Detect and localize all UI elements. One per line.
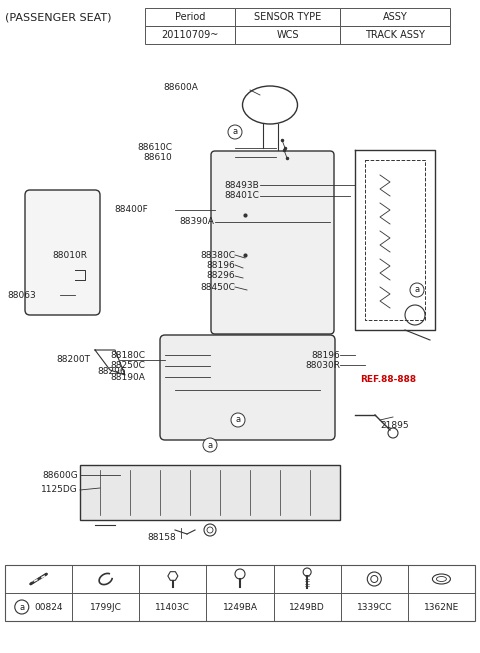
Circle shape [231, 413, 245, 427]
Circle shape [235, 569, 245, 579]
Text: a: a [232, 127, 238, 136]
Text: a: a [414, 285, 420, 295]
Text: 11403C: 11403C [156, 603, 190, 611]
Text: Period: Period [175, 12, 205, 22]
Text: 88401C: 88401C [224, 191, 259, 200]
Bar [145, 26, 235, 44]
Text: 88010R: 88010R [52, 251, 87, 259]
Circle shape [228, 125, 242, 139]
Text: WCS: WCS [276, 30, 299, 40]
Text: SENSOR TYPE: SENSOR TYPE [254, 12, 321, 22]
Circle shape [207, 527, 213, 533]
Circle shape [15, 600, 29, 614]
Text: 20110709~: 20110709~ [161, 30, 219, 40]
Circle shape [405, 305, 425, 325]
Text: 88610C: 88610C [137, 144, 172, 153]
Text: 88400F: 88400F [114, 206, 148, 214]
Bar [340, 8, 450, 26]
Bar [235, 8, 340, 26]
Text: 1125DG: 1125DG [41, 485, 78, 494]
Text: 88200T: 88200T [56, 355, 90, 364]
Text: 1249BD: 1249BD [289, 603, 325, 611]
FancyBboxPatch shape [25, 190, 100, 315]
Bar [145, 8, 235, 26]
Text: 88600G: 88600G [42, 471, 78, 479]
Ellipse shape [436, 577, 446, 582]
Circle shape [203, 438, 217, 452]
Text: 88600A: 88600A [163, 84, 198, 93]
Circle shape [388, 428, 398, 438]
Text: 88390A: 88390A [179, 217, 214, 227]
Bar [235, 26, 340, 44]
Text: 88250C: 88250C [110, 362, 145, 370]
Bar [5, 565, 475, 621]
Circle shape [204, 524, 216, 536]
Text: 1362NE: 1362NE [424, 603, 459, 611]
Text: 1799JC: 1799JC [90, 603, 121, 611]
Text: 88196: 88196 [311, 351, 340, 360]
Text: 00824: 00824 [35, 603, 63, 611]
Text: a: a [207, 441, 213, 449]
Circle shape [410, 283, 424, 297]
Circle shape [367, 572, 381, 586]
Text: 21895: 21895 [380, 421, 408, 430]
FancyBboxPatch shape [160, 335, 335, 440]
Text: 88296: 88296 [206, 272, 235, 281]
Text: 88030R: 88030R [305, 360, 340, 370]
Text: 1339CC: 1339CC [357, 603, 392, 611]
Text: ASSY: ASSY [383, 12, 408, 22]
Ellipse shape [242, 86, 298, 124]
Bar [340, 26, 450, 44]
Text: a: a [19, 603, 24, 611]
Text: 88450C: 88450C [200, 283, 235, 291]
Ellipse shape [432, 574, 450, 584]
Text: 88296: 88296 [98, 368, 126, 377]
FancyBboxPatch shape [211, 151, 334, 334]
Text: 88196: 88196 [206, 261, 235, 270]
Bar [80, 465, 340, 520]
Text: 88158: 88158 [148, 534, 176, 543]
Text: REF.88-888: REF.88-888 [360, 375, 416, 385]
Text: (PASSENGER SEAT): (PASSENGER SEAT) [5, 12, 111, 22]
Text: 1249BA: 1249BA [223, 603, 257, 611]
Text: 88180C: 88180C [110, 351, 145, 360]
Text: 88063: 88063 [8, 291, 36, 300]
Circle shape [371, 575, 378, 582]
Text: TRACK ASSY: TRACK ASSY [365, 30, 425, 40]
Text: 88610: 88610 [143, 153, 172, 161]
Text: 88380C: 88380C [200, 251, 235, 259]
Text: a: a [235, 415, 240, 424]
Circle shape [303, 568, 311, 576]
Text: 88493B: 88493B [224, 180, 259, 189]
Text: 88190A: 88190A [110, 372, 145, 381]
Polygon shape [168, 571, 178, 581]
